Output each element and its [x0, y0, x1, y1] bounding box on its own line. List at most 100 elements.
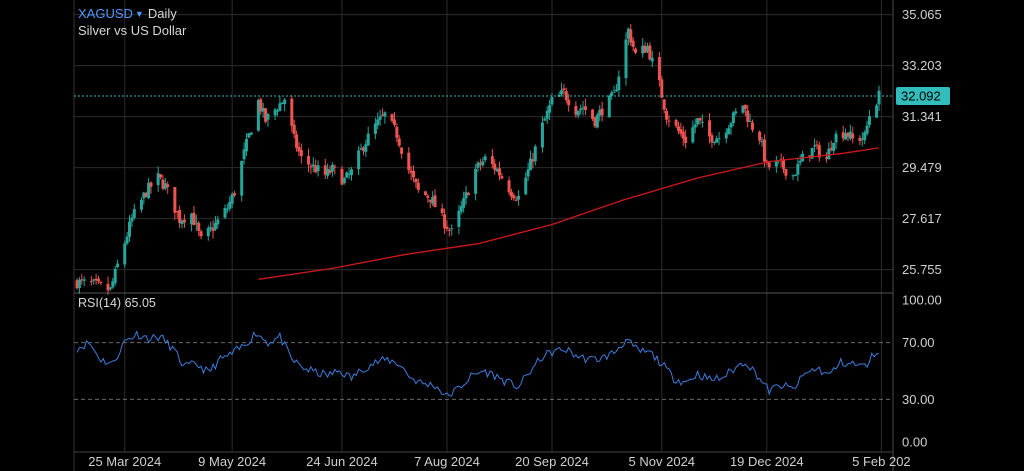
candle-body — [400, 147, 404, 154]
candle-body — [677, 126, 680, 131]
candle-body — [149, 182, 153, 187]
candle-body — [591, 109, 595, 119]
candle-body — [741, 105, 745, 113]
candle-body — [774, 161, 778, 167]
candle-body — [261, 108, 265, 112]
time-axis[interactable]: 25 Mar 2024 9 May 2024 24 Jun 2024 7 Aug 20… — [88, 454, 910, 469]
candle-body — [476, 162, 480, 168]
candle-body — [244, 139, 248, 152]
candle-body — [259, 99, 263, 112]
candle-body — [178, 209, 182, 223]
candle-body — [92, 279, 96, 281]
horizontal-gridlines — [74, 14, 893, 271]
candle-body — [240, 160, 244, 196]
timeframe-label[interactable]: Daily — [147, 6, 177, 21]
candle-body — [108, 287, 112, 289]
candle-body — [166, 184, 170, 187]
candle-body — [493, 163, 497, 170]
candle-body — [412, 170, 416, 178]
candle-body — [156, 173, 160, 186]
candle-body — [734, 111, 738, 114]
candle-body — [562, 88, 566, 91]
candle-body — [190, 213, 194, 225]
candle-body — [517, 195, 521, 200]
candle-body — [758, 131, 762, 141]
candle-body — [440, 208, 444, 213]
candle-body — [450, 228, 454, 230]
candle-body — [233, 193, 237, 196]
candle-body — [495, 168, 499, 172]
candle-body — [345, 172, 349, 178]
symbol-name[interactable]: XAGUSD — [78, 6, 133, 21]
candle-body — [256, 100, 260, 131]
candle-body — [796, 163, 800, 175]
candle-body — [574, 106, 578, 115]
candle-body — [674, 119, 678, 126]
x-tick-label: 20 Sep 2024 — [515, 454, 589, 469]
candle-body — [760, 141, 764, 143]
candle-body — [576, 110, 580, 116]
price-axis[interactable]: 35.065 33.203 31.341 29.479 27.617 25.755 — [902, 7, 942, 277]
candle-body — [500, 176, 504, 179]
candle-body — [724, 132, 728, 139]
candle-body — [395, 126, 399, 138]
candle-body — [445, 226, 449, 230]
candle-body — [698, 117, 702, 121]
candle-body — [428, 199, 432, 202]
candle-body — [433, 195, 437, 208]
candle-body — [390, 114, 394, 121]
candle-body — [598, 109, 602, 116]
candle-body — [729, 123, 733, 128]
candle-body — [130, 217, 134, 222]
candle-body — [144, 192, 148, 197]
candle-body — [462, 198, 466, 208]
rsi-axis[interactable]: 100.00 70.00 30.00 0.00 — [902, 293, 942, 450]
candle-body — [228, 201, 232, 209]
x-tick-label: 5 Nov 2024 — [629, 454, 696, 469]
y-tick-label: 29.479 — [902, 160, 942, 175]
candle-body — [225, 208, 229, 210]
candle-body — [490, 156, 494, 164]
candle-body — [407, 152, 411, 171]
candle-body — [197, 222, 201, 231]
symbol-description: Silver vs US Dollar — [78, 23, 187, 38]
candle-body — [161, 179, 165, 189]
candle-body — [817, 145, 821, 158]
candle-body — [295, 134, 299, 148]
rsi-tick-label: 30.00 — [902, 392, 935, 407]
candle-body — [875, 105, 879, 118]
candle-body — [509, 191, 513, 197]
candle-body — [323, 165, 327, 175]
candle-body — [813, 145, 817, 147]
candle-body — [746, 110, 750, 122]
candle-body — [497, 168, 501, 176]
candle-body — [696, 118, 700, 125]
candle-body — [361, 147, 365, 151]
candle-body — [209, 227, 213, 229]
candle-body — [810, 147, 814, 159]
candle-body — [242, 149, 246, 160]
candle-body — [443, 214, 447, 229]
candle-body — [182, 219, 186, 223]
candle-body — [748, 121, 752, 123]
candle-body — [381, 114, 385, 116]
candle-body — [230, 194, 234, 204]
candle-body — [106, 283, 110, 291]
candle-body — [159, 174, 163, 178]
symbol-header[interactable]: XAGUSD ▼ Daily — [78, 6, 177, 21]
candle-body — [848, 131, 852, 139]
candle-body — [316, 165, 320, 172]
candle-body — [459, 206, 463, 212]
candle-body — [249, 132, 253, 135]
y-tick-label: 25.755 — [902, 262, 942, 277]
candle-body — [273, 109, 277, 116]
candle-body — [507, 180, 511, 193]
candle-body — [841, 132, 845, 139]
chevron-down-icon[interactable]: ▼ — [134, 9, 144, 19]
candle-body — [667, 120, 671, 122]
candle-body — [617, 76, 621, 91]
candle-body — [392, 119, 396, 125]
candle-body — [481, 161, 485, 166]
last-price-badge: 32.092 — [896, 87, 950, 106]
